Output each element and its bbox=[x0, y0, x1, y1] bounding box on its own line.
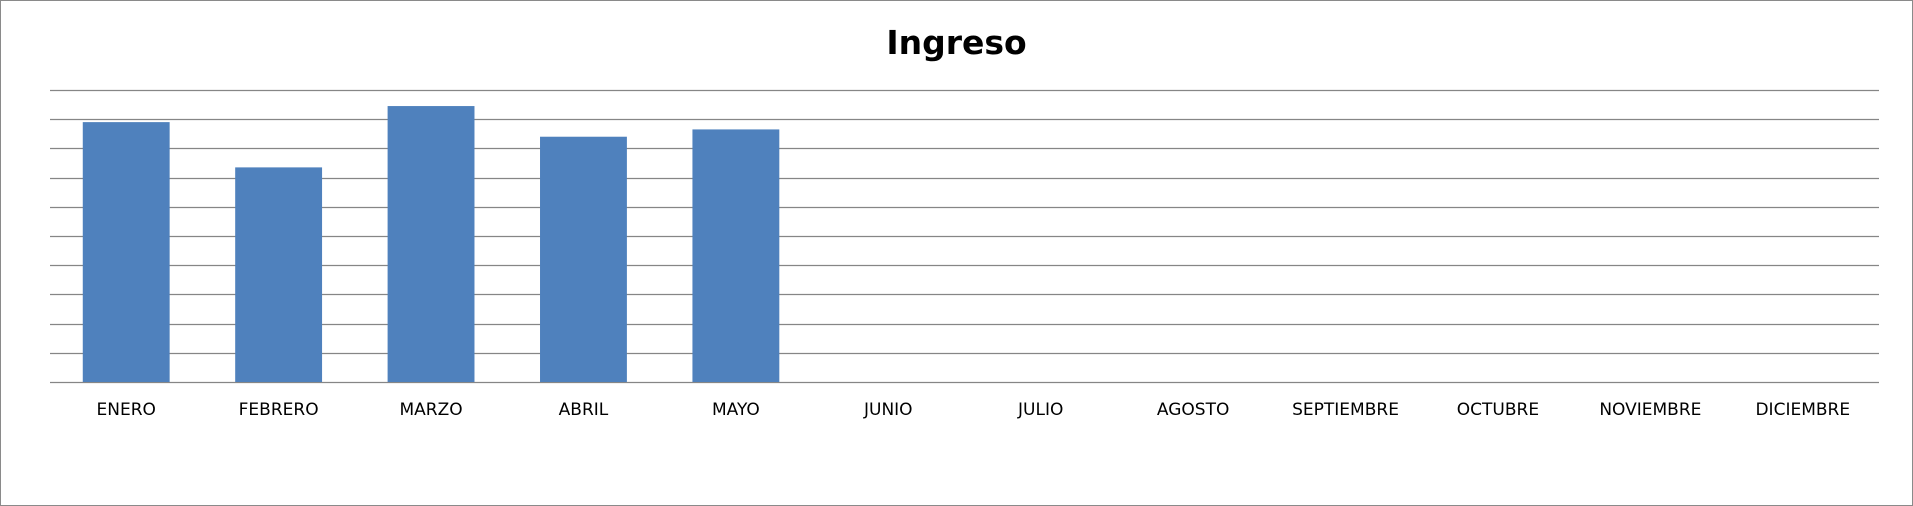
x-tick-label-abril: ABRIL bbox=[559, 400, 609, 420]
x-tick-label-agosto: AGOSTO bbox=[1157, 400, 1229, 420]
x-tick-label-noviembre: NOVIEMBRE bbox=[1599, 400, 1701, 420]
x-tick-label-febrero: FEBRERO bbox=[239, 400, 319, 420]
bar-mayo bbox=[692, 129, 780, 382]
category-labels: ENERO FEBRERO MARZO ABRIL MAYO JUNIO JULIO AGOS… bbox=[97, 400, 1851, 420]
x-tick-label-marzo: MARZO bbox=[399, 400, 462, 420]
bar-febrero bbox=[235, 167, 323, 382]
x-tick-label-octubre: OCTUBRE bbox=[1457, 400, 1539, 420]
bar-abril bbox=[540, 136, 627, 382]
grid-layer bbox=[50, 89, 1879, 384]
x-tick-label-enero: ENERO bbox=[97, 400, 156, 420]
chart-title: Ingreso bbox=[886, 23, 1027, 62]
x-tick-label-septiembre: SEPTIEMBRE bbox=[1292, 400, 1399, 420]
x-tick-label-junio: JUNIO bbox=[863, 400, 913, 420]
x-tick-label-julio: JULIO bbox=[1017, 400, 1063, 420]
bar-marzo bbox=[387, 106, 475, 382]
bar-layer bbox=[82, 106, 780, 383]
x-tick-label-diciembre: DICIEMBRE bbox=[1755, 400, 1850, 420]
bar-enero bbox=[82, 122, 170, 383]
x-tick-label-mayo: MAYO bbox=[712, 400, 760, 420]
